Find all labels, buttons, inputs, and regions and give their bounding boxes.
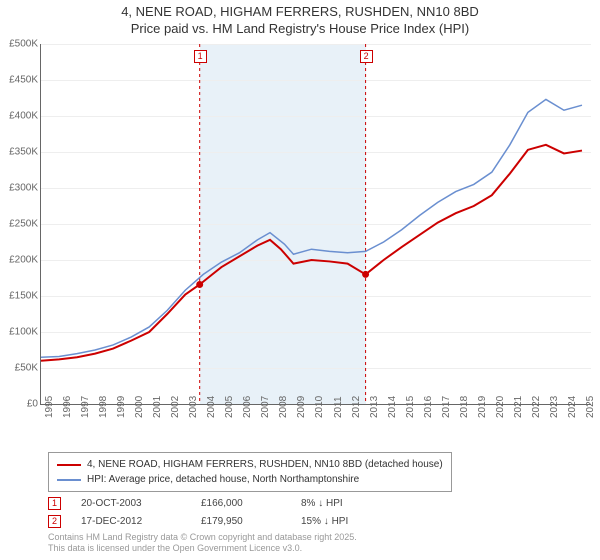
y-axis-tick: £500K (2, 39, 38, 50)
x-axis-tick: 2020 (495, 396, 506, 418)
x-axis-tick: 1995 (44, 396, 55, 418)
x-axis-tick: 2014 (387, 396, 398, 418)
x-axis-tick: 2017 (441, 396, 452, 418)
legend-swatch (57, 464, 81, 466)
sale-price: £179,950 (201, 516, 281, 527)
x-axis-tick: 2004 (206, 396, 217, 418)
legend-label: HPI: Average price, detached house, Nort… (87, 472, 359, 487)
x-axis-tick: 1997 (80, 396, 91, 418)
sale-pct-vs-hpi: 8% ↓ HPI (301, 498, 401, 509)
x-axis-tick: 2002 (170, 396, 181, 418)
sale-marker-label: 1 (194, 50, 207, 63)
x-axis-tick: 2024 (567, 396, 578, 418)
title-line-1: 4, NENE ROAD, HIGHAM FERRERS, RUSHDEN, N… (0, 4, 600, 21)
sale-pct-vs-hpi: 15% ↓ HPI (301, 516, 401, 527)
x-axis-tick: 2011 (333, 396, 344, 418)
y-axis-tick: £0 (2, 399, 38, 410)
y-axis-tick: £350K (2, 147, 38, 158)
x-axis-tick: 1999 (116, 396, 127, 418)
footer-attribution: Contains HM Land Registry data © Crown c… (48, 532, 357, 554)
x-axis-tick: 2001 (152, 396, 163, 418)
x-axis-tick: 2016 (423, 396, 434, 418)
legend-item: 4, NENE ROAD, HIGHAM FERRERS, RUSHDEN, N… (57, 457, 443, 472)
x-axis-tick: 2007 (260, 396, 271, 418)
legend-swatch (57, 479, 81, 481)
y-axis-tick: £50K (2, 363, 38, 374)
title-line-2: Price paid vs. HM Land Registry's House … (0, 21, 600, 38)
x-axis-tick: 2025 (585, 396, 596, 418)
legend-item: HPI: Average price, detached house, Nort… (57, 472, 443, 487)
y-axis-tick: £150K (2, 291, 38, 302)
sale-row-marker: 1 (48, 497, 61, 510)
sale-date: 20-OCT-2003 (81, 498, 181, 509)
sale-marker-label: 2 (360, 50, 373, 63)
sale-row: 2 17-DEC-2012 £179,950 15% ↓ HPI (48, 512, 401, 530)
x-axis-tick: 2003 (188, 396, 199, 418)
legend-label: 4, NENE ROAD, HIGHAM FERRERS, RUSHDEN, N… (87, 457, 443, 472)
footer-line-1: Contains HM Land Registry data © Crown c… (48, 532, 357, 543)
x-axis-tick: 2019 (477, 396, 488, 418)
x-axis-tick: 2021 (513, 396, 524, 418)
sales-table: 1 20-OCT-2003 £166,000 8% ↓ HPI 2 17-DEC-2012… (48, 494, 401, 530)
y-axis-tick: £250K (2, 219, 38, 230)
y-axis-tick: £400K (2, 111, 38, 122)
x-axis-tick: 2006 (242, 396, 253, 418)
y-axis-tick: £450K (2, 75, 38, 86)
sale-price: £166,000 (201, 498, 281, 509)
series-hpi (41, 99, 582, 357)
sale-point (196, 281, 203, 288)
footer-line-2: This data is licensed under the Open Gov… (48, 543, 357, 554)
series-price_paid (41, 145, 582, 361)
x-axis-tick: 2013 (369, 396, 380, 418)
x-axis-tick: 2005 (224, 396, 235, 418)
sale-date: 17-DEC-2012 (81, 516, 181, 527)
x-axis-tick: 1996 (62, 396, 73, 418)
x-axis-tick: 2023 (549, 396, 560, 418)
x-axis-tick: 2010 (314, 396, 325, 418)
sale-row-marker: 2 (48, 515, 61, 528)
sale-point (362, 271, 369, 278)
x-axis-tick: 2000 (134, 396, 145, 418)
y-axis-tick: £200K (2, 255, 38, 266)
y-axis-tick: £300K (2, 183, 38, 194)
x-axis-tick: 2015 (405, 396, 416, 418)
x-axis-tick: 2012 (351, 396, 362, 418)
chart-lines (41, 44, 591, 404)
chart-title: 4, NENE ROAD, HIGHAM FERRERS, RUSHDEN, N… (0, 0, 600, 38)
x-axis-tick: 1998 (98, 396, 109, 418)
x-axis-tick: 2018 (459, 396, 470, 418)
y-axis-tick: £100K (2, 327, 38, 338)
x-axis-tick: 2009 (296, 396, 307, 418)
chart-plot-area: 12 (40, 44, 591, 405)
x-axis-tick: 2008 (278, 396, 289, 418)
chart-legend: 4, NENE ROAD, HIGHAM FERRERS, RUSHDEN, N… (48, 452, 452, 492)
x-axis-tick: 2022 (531, 396, 542, 418)
sale-row: 1 20-OCT-2003 £166,000 8% ↓ HPI (48, 494, 401, 512)
